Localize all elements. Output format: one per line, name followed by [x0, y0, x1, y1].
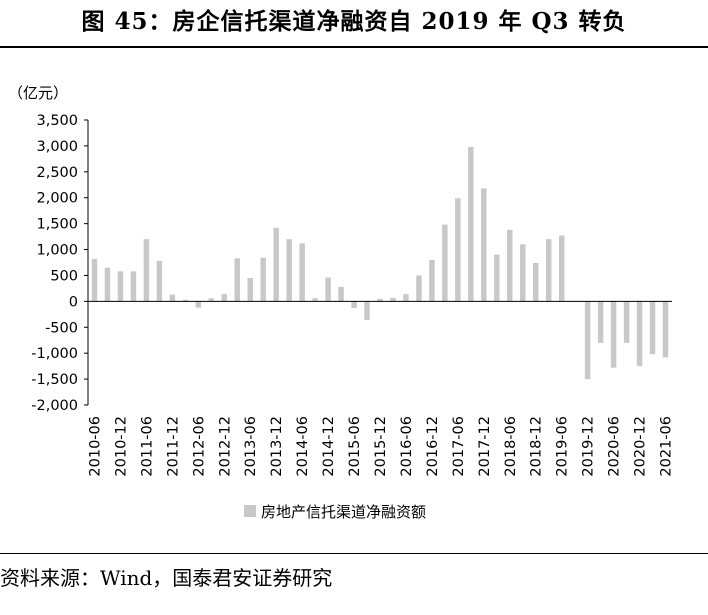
x-axis: 2010-06 2010-12 2011-06 2011-12 2012-06 2012-…	[87, 300, 675, 477]
bar-2013-03	[234, 258, 240, 302]
y-tick-label: -500	[45, 320, 78, 336]
bar-2015-03	[338, 286, 344, 302]
bar-2013-12	[273, 227, 279, 302]
x-tick-label: 2014-06	[295, 416, 311, 477]
bar-2020-12	[636, 301, 643, 367]
x-tick-label: 2020-12	[633, 416, 649, 477]
bar-2012-12	[221, 294, 227, 302]
x-tick-label: 2011-12	[165, 416, 181, 477]
x-tick-label: 2019-06	[555, 416, 571, 477]
bar-2016-06	[403, 294, 409, 302]
bar-2017-09	[468, 146, 474, 302]
bar-2016-03	[390, 297, 396, 302]
bar-2019-12	[584, 301, 591, 380]
bar-2018-09	[520, 244, 526, 302]
bar-2013-09	[260, 257, 266, 302]
bar-2012-06	[195, 301, 202, 308]
bar-2021-03	[649, 301, 656, 355]
bar-chart: （亿元） 3,500 3,000 2,500 2,000 1,500 1,000 500 0 -…	[8, 84, 675, 521]
x-tick-label: 2010-12	[113, 416, 129, 477]
y-tick-label: 2,500	[36, 165, 78, 181]
x-tick-label: 2020-06	[607, 416, 623, 477]
y-tick-label: 1,500	[36, 217, 78, 233]
y-tick-label: 2,000	[36, 191, 78, 207]
bar-2013-06	[247, 278, 253, 302]
source-rule	[0, 553, 708, 554]
x-tick-label: 2016-06	[399, 416, 415, 477]
x-tick-label: 2018-12	[529, 416, 545, 477]
x-tick-label: 2019-12	[581, 416, 597, 477]
bar-2010-06	[91, 258, 98, 302]
x-tick-label: 2012-12	[217, 416, 233, 477]
bar-2016-12	[429, 259, 435, 302]
bar-2014-03	[286, 239, 292, 302]
bar-2018-06	[507, 229, 513, 302]
bar-2014-06	[299, 243, 305, 302]
bar-2021-06	[662, 301, 669, 358]
x-tick-label: 2013-12	[269, 416, 285, 477]
x-tick-label: 2018-06	[503, 416, 519, 477]
legend: 房地产信托渠道净融资额	[244, 503, 426, 521]
y-axis: 3,500 3,000 2,500 2,000 1,500 1,000 500 0 -500 -1…	[31, 113, 89, 414]
bar-2020-09	[623, 301, 630, 343]
x-tick-label: 2021-06	[659, 416, 675, 477]
x-tick-label: 2013-06	[243, 416, 259, 477]
x-tick-label: 2016-12	[425, 416, 441, 477]
y-tick-label: 500	[50, 268, 78, 284]
bar-2020-06	[610, 301, 617, 368]
y-tick-label: 1,000	[36, 243, 78, 259]
bar-2012-09	[208, 298, 215, 302]
bar-2011-09	[156, 260, 163, 302]
x-tick-label: 2017-06	[451, 416, 467, 477]
bar-2015-09	[364, 301, 370, 321]
x-tick-label: 2011-06	[139, 416, 155, 477]
x-tick-label: 2015-12	[373, 416, 389, 477]
bar-2017-06	[455, 198, 461, 302]
y-unit-label: （亿元）	[8, 84, 68, 102]
figure-title: 图 45：房企信托渠道净融资自 2019 年 Q3 转负	[81, 8, 627, 35]
bar-2019-03	[545, 239, 552, 302]
bar-2018-03	[494, 254, 500, 302]
bar-2016-09	[416, 275, 422, 302]
x-tick-label: 2017-12	[477, 416, 493, 477]
y-tick-label: -1,500	[31, 372, 78, 388]
y-tick-label: -2,000	[31, 398, 78, 414]
bar-2011-03	[130, 271, 137, 302]
x-tick-label: 2014-12	[321, 416, 337, 477]
bar-series	[91, 146, 669, 380]
source-note: 资料来源：Wind，国泰君安证券研究	[0, 566, 333, 590]
bar-2015-12	[377, 298, 383, 302]
y-tick-label: 3,500	[36, 113, 78, 129]
legend-swatch	[244, 505, 256, 517]
y-tick-label: 3,000	[36, 139, 78, 155]
bar-2011-06	[143, 239, 150, 302]
x-tick-label: 2010-06	[87, 416, 103, 477]
bar-2019-06	[558, 235, 565, 302]
bar-2017-12	[481, 188, 487, 302]
bar-2017-03	[442, 224, 448, 302]
bar-2010-09	[104, 267, 111, 302]
bar-2018-12	[533, 263, 539, 302]
x-tick-label: 2012-06	[191, 416, 207, 477]
y-tick-label: -1,000	[31, 346, 78, 362]
legend-label: 房地产信托渠道净融资额	[261, 503, 426, 521]
bar-2014-12	[325, 277, 331, 302]
bar-2020-03	[597, 301, 604, 343]
bar-2011-12	[169, 294, 176, 302]
title-rule	[0, 46, 708, 48]
bar-2014-09	[312, 298, 318, 302]
bar-2012-03	[182, 299, 189, 302]
y-tick-label: 0	[69, 294, 78, 310]
x-tick-label: 2015-06	[347, 416, 363, 477]
bar-2010-12	[117, 271, 124, 302]
bar-2015-06	[351, 301, 357, 309]
